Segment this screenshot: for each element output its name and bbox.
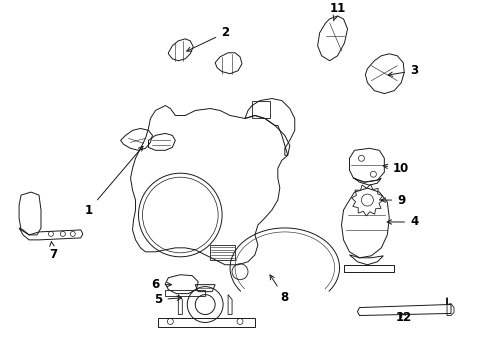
Text: 4: 4 [386, 216, 417, 229]
Text: 3: 3 [387, 64, 417, 77]
Text: 2: 2 [186, 26, 229, 51]
Text: 1: 1 [84, 146, 142, 216]
Text: 6: 6 [151, 278, 171, 291]
Text: 9: 9 [381, 194, 405, 207]
Text: 10: 10 [383, 162, 408, 175]
Text: 11: 11 [329, 3, 345, 21]
Text: 8: 8 [269, 275, 288, 304]
Text: 12: 12 [395, 311, 411, 324]
Text: 7: 7 [49, 242, 57, 261]
Text: 5: 5 [154, 293, 181, 306]
